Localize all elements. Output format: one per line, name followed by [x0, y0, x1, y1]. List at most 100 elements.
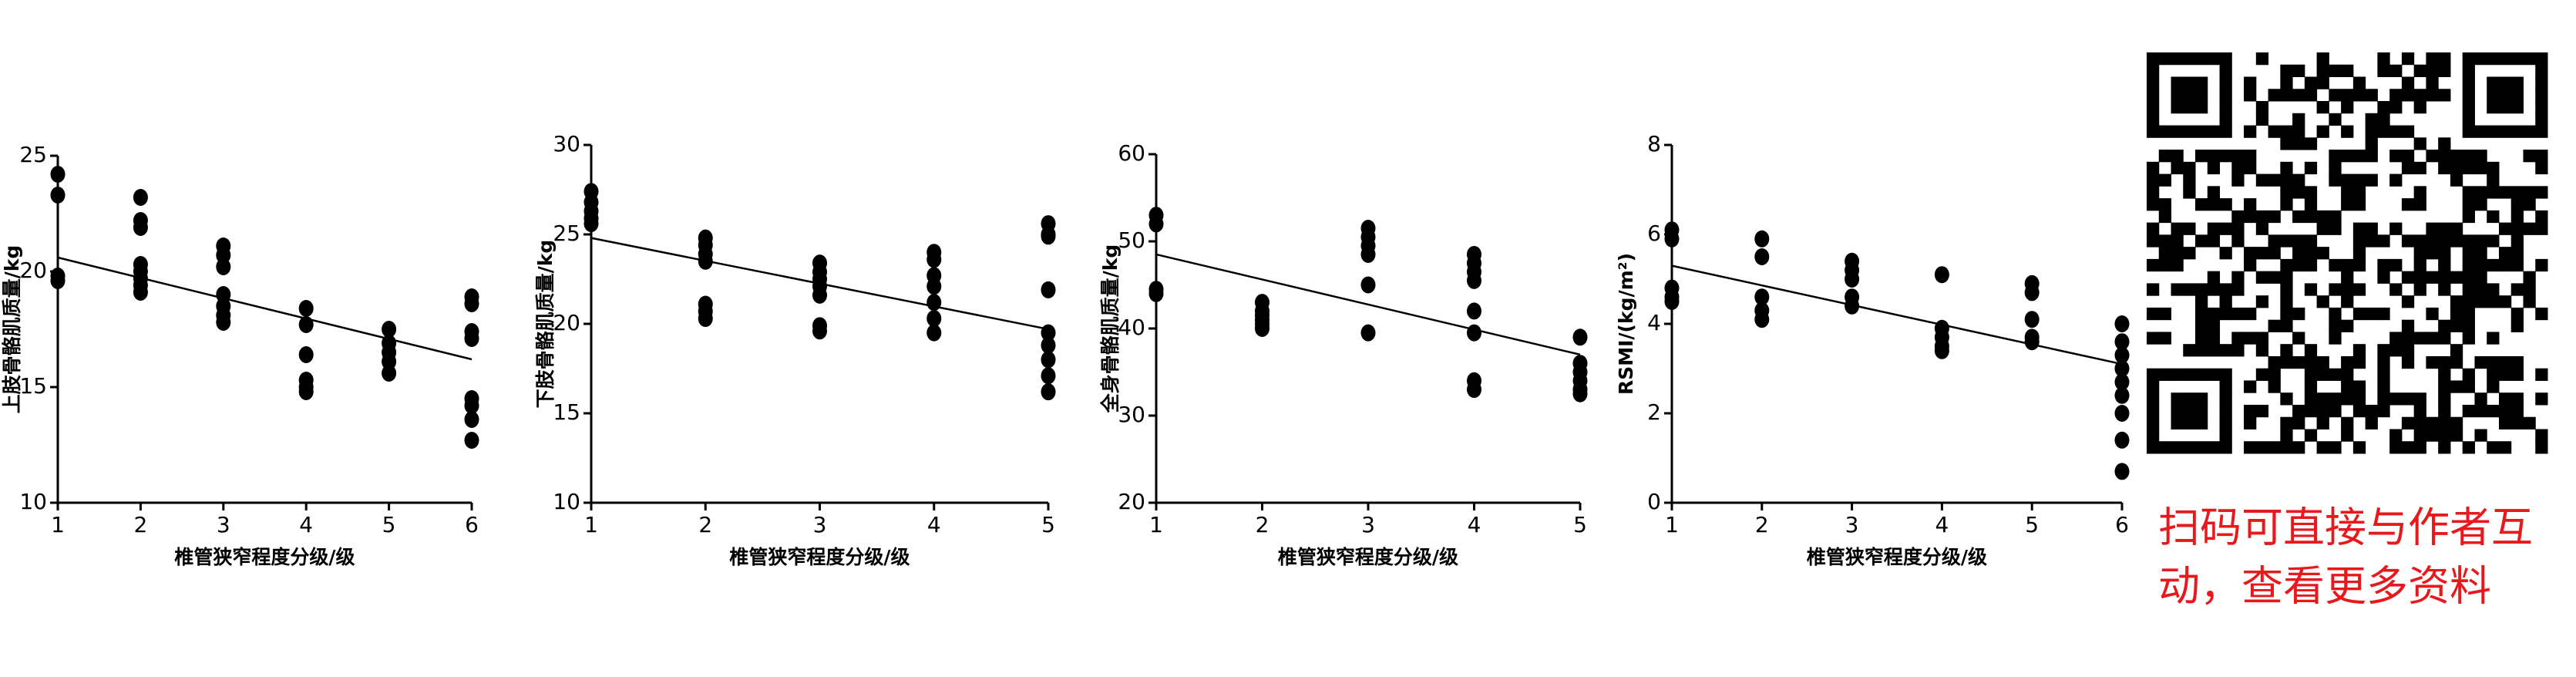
qr-code: [2147, 52, 2548, 454]
point: [464, 411, 479, 428]
qr-module: [2292, 125, 2305, 138]
point: [2024, 333, 2040, 351]
qr-module: [2352, 150, 2366, 163]
qr-module: [2413, 186, 2426, 199]
qr-module: [2329, 113, 2342, 126]
qr-module: [2255, 52, 2269, 66]
qr-module: [2438, 64, 2451, 78]
point: [1845, 271, 1860, 288]
qr-module: [2535, 392, 2548, 406]
qr-module: [2523, 222, 2536, 235]
y-tick-label: 15: [553, 399, 580, 425]
qr-module: [2280, 198, 2293, 211]
qr-module: [2389, 125, 2403, 138]
qr-module: [2147, 125, 2160, 138]
qr-module: [2510, 76, 2524, 89]
qr-module: [2352, 307, 2366, 321]
qr-module: [2147, 198, 2160, 211]
qr-module: [2462, 258, 2475, 272]
qr-module: [2219, 64, 2232, 78]
qr-module: [2523, 198, 2536, 211]
qr-module: [2341, 64, 2354, 78]
point: [133, 189, 148, 206]
qr-module: [2207, 52, 2221, 66]
qr-module: [2510, 234, 2524, 248]
point: [464, 432, 479, 449]
qr-module: [2352, 404, 2366, 418]
qr-module: [2280, 89, 2293, 102]
point: [1148, 215, 1164, 233]
y-axis-label: 上肢骨骼肌质量/kg: [1, 245, 23, 414]
qr-module: [2438, 52, 2451, 66]
qr-module: [2450, 416, 2463, 429]
qr-module: [2341, 258, 2354, 272]
qr-module: [2352, 247, 2366, 260]
qr-module: [2438, 392, 2451, 406]
qr-module: [2292, 307, 2305, 321]
point: [926, 324, 942, 342]
qr-module: [2377, 368, 2390, 381]
qr-module: [2183, 247, 2196, 260]
qr-module: [2219, 89, 2232, 102]
qr-module: [2244, 198, 2257, 211]
qr-module: [2341, 186, 2354, 199]
qr-module: [2498, 404, 2512, 418]
point: [1664, 230, 1680, 248]
qr-module: [2280, 295, 2293, 308]
y-tick-label: 20: [553, 310, 580, 335]
qr-module: [2304, 355, 2318, 369]
qr-module: [2244, 307, 2257, 321]
qr-module: [2280, 416, 2293, 429]
qr-module: [2352, 344, 2366, 357]
qr-module: [2147, 222, 2160, 235]
qr-module: [2171, 368, 2184, 381]
qr-module: [2462, 161, 2475, 175]
qr-module: [2316, 125, 2329, 138]
qr-module: [2426, 416, 2439, 429]
qr-module: [2280, 429, 2293, 442]
qr-module: [2195, 52, 2208, 66]
x-tick-label: 4: [927, 512, 941, 537]
qr-module: [2304, 404, 2318, 418]
qr-module: [2450, 319, 2463, 332]
point: [1041, 336, 1056, 354]
qr-module: [2487, 355, 2500, 369]
qr-module: [2195, 295, 2208, 308]
qr-module: [2158, 210, 2172, 224]
qr-module: [2438, 271, 2451, 284]
qr-module: [2510, 125, 2524, 138]
qr-module: [2219, 392, 2232, 406]
qr-module: [2316, 404, 2329, 418]
qr-module: [2377, 307, 2390, 321]
qr-module: [2219, 150, 2232, 163]
qr-module: [2329, 222, 2342, 235]
qr-module: [2401, 319, 2415, 332]
qr-module: [2329, 392, 2342, 406]
qr-module: [2498, 295, 2512, 308]
qr-module: [2401, 150, 2415, 163]
point: [2114, 315, 2130, 332]
qr-module: [2487, 125, 2500, 138]
qr-module: [2535, 101, 2548, 114]
qr-module: [2219, 416, 2232, 429]
qr-module: [2401, 125, 2415, 138]
qr-module: [2438, 247, 2451, 260]
qr-module: [2474, 186, 2487, 199]
qr-module: [2341, 355, 2354, 369]
qr-module: [2510, 258, 2524, 272]
qr-module: [2450, 380, 2463, 393]
qr-module: [2377, 392, 2390, 406]
x-tick-label: 2: [1755, 512, 1769, 537]
qr-module: [2329, 404, 2342, 418]
qr-module: [2474, 429, 2487, 442]
qr-module: [2280, 283, 2293, 296]
qr-module: [2292, 173, 2305, 187]
y-tick-label: 10: [553, 489, 580, 514]
qr-module: [2487, 52, 2500, 66]
qr-module: [2523, 150, 2536, 163]
qr-module: [2377, 355, 2390, 369]
qr-module: [2413, 416, 2426, 429]
qr-module: [2438, 222, 2451, 235]
qr-module: [2244, 76, 2257, 89]
